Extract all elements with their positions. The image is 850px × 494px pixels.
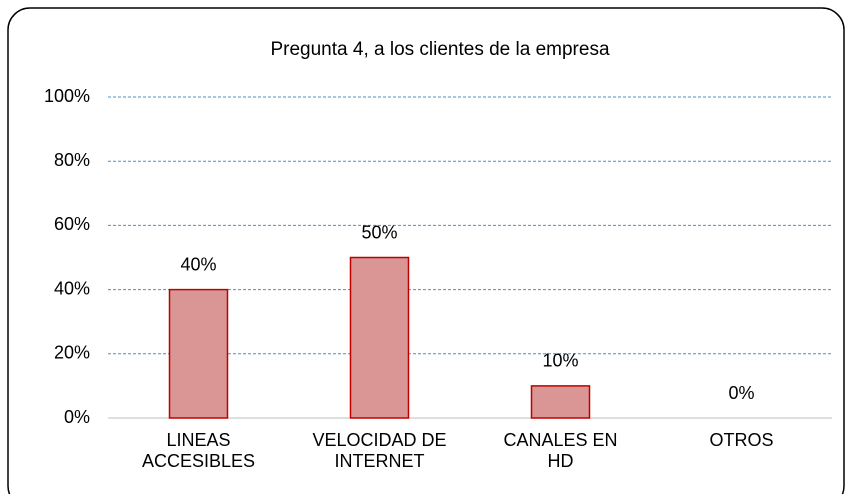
y-tick-label: 100% bbox=[44, 86, 90, 106]
chart-title: Pregunta 4, a los clientes de la empresa bbox=[270, 39, 609, 60]
y-tick-label: 80% bbox=[54, 150, 90, 170]
data-label: 50% bbox=[361, 222, 397, 242]
y-tick-label: 20% bbox=[54, 343, 90, 363]
data-label: 40% bbox=[180, 254, 216, 274]
data-label: 10% bbox=[542, 351, 578, 371]
x-tick-label: CANALES EN HD bbox=[503, 430, 618, 471]
bar bbox=[349, 256, 410, 419]
y-tick-label: 60% bbox=[54, 214, 90, 234]
bar bbox=[530, 385, 591, 419]
x-tick-label: VELOCIDAD DE INTERNET bbox=[312, 430, 447, 471]
y-tick-label: 0% bbox=[64, 407, 90, 427]
y-tick-label: 40% bbox=[54, 278, 90, 298]
x-tick-label: OTROS bbox=[709, 430, 774, 450]
chart-border bbox=[7, 7, 845, 494]
x-tick-label: LINEAS ACCESIBLES bbox=[141, 430, 256, 471]
data-label: 0% bbox=[728, 383, 754, 403]
bar bbox=[168, 288, 229, 419]
